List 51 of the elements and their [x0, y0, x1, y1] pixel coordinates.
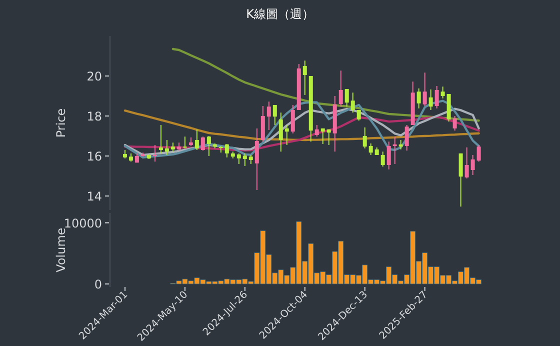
y-axis-title: Price — [54, 108, 68, 138]
candlestick — [356, 110, 361, 122]
y-tick-label: 10000 — [64, 216, 102, 230]
y-tick-label: 14 — [86, 190, 102, 204]
candlestick — [200, 136, 205, 152]
candlestick — [392, 136, 397, 164]
candlestick — [194, 128, 199, 150]
candlestick — [398, 140, 403, 150]
y-tick-label: 16 — [86, 150, 102, 164]
candlestick — [368, 142, 373, 156]
chart-title: K線圖（週） — [246, 7, 314, 21]
candlestick — [320, 128, 325, 144]
candlestick — [422, 72, 427, 106]
candlestick — [206, 136, 211, 156]
candlestick — [362, 126, 367, 149]
y-tick-label: 0 — [94, 277, 102, 292]
candlestick — [254, 128, 259, 190]
candlestick — [452, 116, 457, 132]
candlestick — [350, 92, 355, 114]
candlestick — [314, 124, 319, 138]
candlestick — [386, 141, 391, 170]
candlestick — [158, 124, 163, 154]
y-tick-label: 18 — [86, 110, 102, 124]
y-axis-title: Volume — [54, 228, 68, 272]
candlestick — [344, 88, 349, 108]
candlestick — [428, 88, 433, 110]
candlestick — [434, 86, 439, 109]
candlestick — [470, 154, 475, 176]
candlestick — [236, 152, 241, 164]
candlestick — [290, 104, 295, 134]
candlestick — [182, 136, 187, 149]
candlestick — [476, 144, 481, 162]
candlestick — [284, 124, 289, 146]
candlestick — [338, 70, 343, 108]
candlestick — [152, 144, 157, 162]
candlestick — [464, 146, 469, 179]
candlestick — [278, 112, 283, 152]
candlestick — [458, 152, 463, 208]
candlestick — [440, 86, 445, 99]
candlestick — [242, 152, 247, 166]
candlestick — [416, 88, 421, 109]
candlestick — [164, 140, 169, 156]
candlestick — [404, 124, 409, 152]
candlestick — [272, 104, 277, 126]
candlestick — [380, 151, 385, 168]
candlestick — [302, 60, 307, 96]
candlestick — [326, 128, 331, 146]
y-tick-label: 20 — [86, 70, 102, 84]
candlestick — [266, 101, 271, 130]
candlestick — [260, 106, 265, 142]
candlestick — [224, 144, 229, 158]
